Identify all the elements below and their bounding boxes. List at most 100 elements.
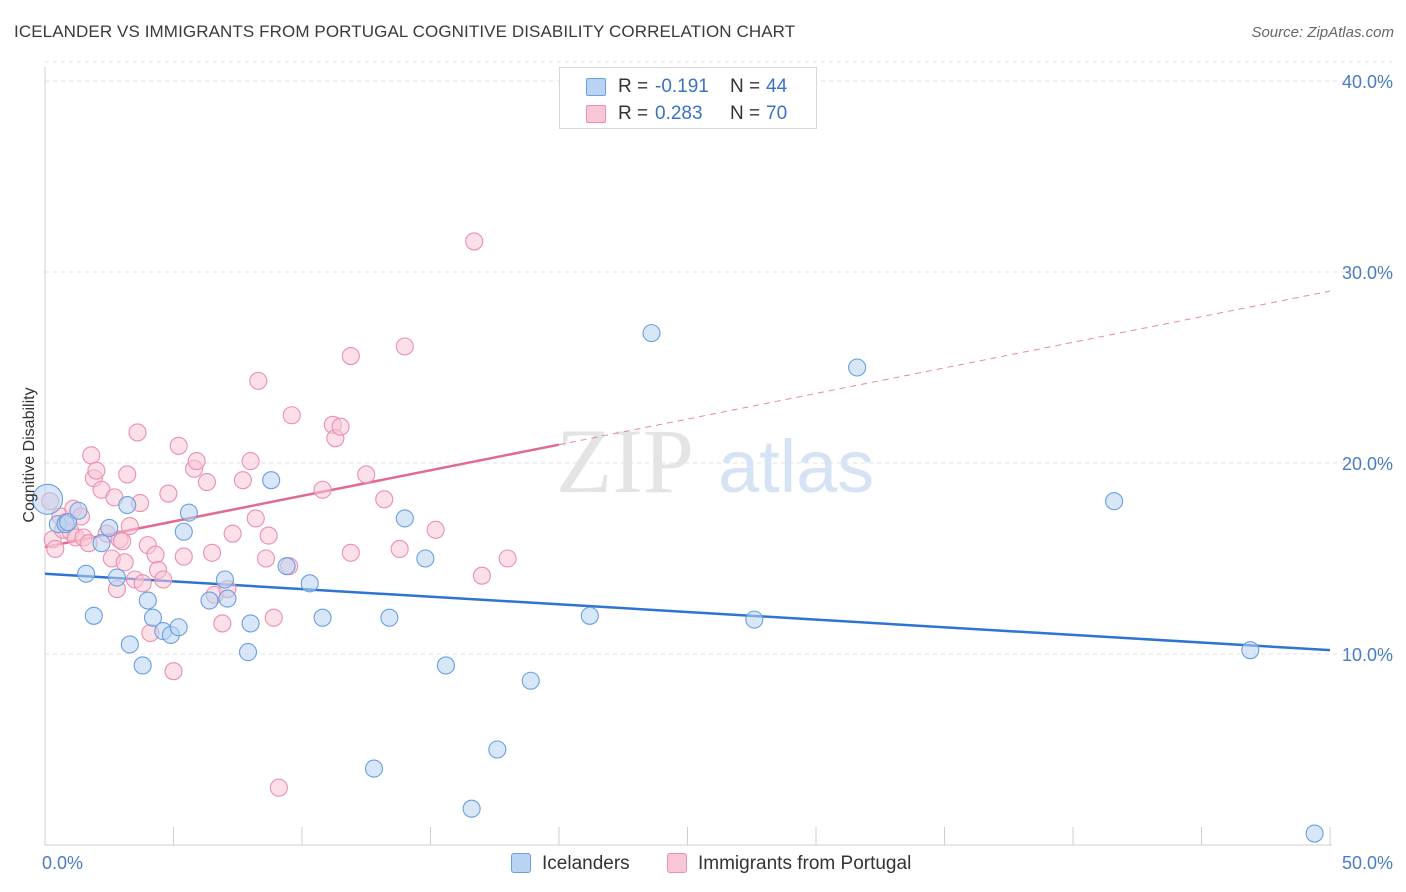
point-portugal	[174, 547, 193, 566]
point-icelanders	[262, 471, 281, 490]
point-portugal	[375, 490, 394, 509]
point-portugal	[259, 526, 278, 545]
legend-swatch-pink	[586, 105, 606, 123]
point-portugal	[146, 545, 165, 564]
point-portugal	[118, 465, 137, 484]
legend-n-value: 44	[766, 76, 788, 97]
legend-r-value: 0.283	[655, 103, 703, 124]
point-portugal	[395, 337, 414, 356]
point-portugal	[256, 549, 276, 568]
point-portugal	[120, 516, 139, 536]
point-icelanders	[133, 656, 152, 675]
series-swatch-pink	[667, 853, 687, 873]
point-portugal	[203, 543, 222, 562]
point-icelanders	[169, 618, 188, 637]
point-portugal	[113, 532, 132, 551]
point-portugal	[128, 423, 147, 442]
point-icelanders	[1105, 492, 1124, 511]
point-portugal	[426, 520, 445, 539]
point-portugal	[159, 484, 178, 503]
point-portugal	[249, 371, 268, 390]
point-icelanders	[92, 534, 111, 553]
point-portugal	[197, 473, 216, 492]
watermark-zip: ZIP	[556, 410, 694, 512]
point-icelanders	[300, 574, 319, 593]
point-portugal	[357, 465, 376, 484]
point-icelanders	[848, 358, 867, 377]
point-icelanders	[200, 591, 219, 610]
axes	[44, 67, 1332, 846]
data-points	[32, 232, 1324, 843]
point-icelanders	[77, 564, 96, 583]
stats-legend: R = -0.191 N = 44 R = 0.283 N = 70	[559, 67, 817, 129]
point-icelanders	[745, 610, 764, 629]
point-icelanders	[416, 549, 435, 568]
point-portugal	[246, 509, 265, 528]
point-icelanders	[59, 513, 78, 532]
legend-r-label: R =	[618, 103, 649, 124]
point-icelanders	[120, 635, 139, 654]
point-portugal	[87, 461, 106, 480]
point-portugal	[164, 662, 183, 681]
point-portugal	[82, 446, 101, 465]
series-name: Icelanders	[542, 853, 630, 874]
legend-r-label: R =	[618, 76, 649, 97]
point-portugal	[115, 553, 134, 572]
point-icelanders	[238, 643, 258, 662]
point-portugal	[46, 539, 65, 559]
y-tick-label: 40.0%	[1342, 72, 1393, 92]
watermark-atlas: atlas	[718, 425, 874, 508]
point-icelanders	[32, 483, 64, 515]
point-icelanders	[179, 503, 198, 522]
point-portugal	[341, 346, 360, 366]
point-icelanders	[215, 570, 234, 589]
point-portugal	[313, 480, 332, 499]
point-icelanders	[100, 518, 119, 537]
point-icelanders	[143, 608, 162, 627]
point-icelanders	[118, 495, 137, 515]
point-icelanders	[241, 614, 260, 633]
gridlines	[45, 61, 1392, 655]
point-icelanders	[69, 501, 88, 520]
point-icelanders	[580, 606, 599, 625]
legend-row-portugal: R = 0.283 N = 70	[560, 101, 816, 127]
x-tick-label: 50.0%	[1342, 853, 1393, 873]
point-portugal	[465, 232, 484, 251]
x-tick-label: 0.0%	[42, 853, 83, 873]
point-portugal	[264, 608, 283, 627]
legend-row-icelanders: R = -0.191 N = 44	[560, 74, 816, 100]
series-name: Immigrants from Portugal	[698, 853, 912, 874]
legend-n-value: 70	[766, 103, 788, 124]
point-portugal	[331, 417, 350, 436]
y-tick-label: 10.0%	[1342, 645, 1393, 665]
y-axis-label: Cognitive Disability	[21, 387, 38, 522]
point-icelanders	[277, 557, 296, 576]
y-tick-label: 20.0%	[1342, 454, 1393, 474]
point-icelanders	[380, 608, 399, 627]
point-portugal	[390, 539, 409, 559]
point-portugal	[133, 574, 152, 593]
point-portugal	[269, 778, 288, 797]
point-icelanders	[1241, 641, 1260, 660]
point-icelanders	[107, 568, 127, 587]
point-icelanders	[462, 799, 481, 818]
point-icelanders	[364, 759, 384, 778]
chart-title: ICELANDER VS IMMIGRANTS FROM PORTUGAL CO…	[14, 22, 796, 41]
point-portugal	[233, 471, 252, 490]
point-portugal	[213, 614, 232, 633]
source-label: Source: ZipAtlas.com	[1251, 24, 1394, 41]
legend-n-label: N =	[730, 103, 761, 124]
legend-n-label: N =	[730, 76, 761, 97]
point-portugal	[154, 570, 173, 589]
point-icelanders	[521, 671, 540, 690]
point-icelanders	[395, 509, 414, 528]
point-portugal	[498, 549, 517, 568]
point-portugal	[223, 524, 242, 543]
point-icelanders	[1305, 824, 1324, 843]
point-portugal	[341, 543, 360, 562]
point-icelanders	[174, 522, 193, 541]
point-portugal	[169, 436, 188, 455]
trend-line	[44, 572, 1331, 652]
point-icelanders	[138, 591, 157, 610]
